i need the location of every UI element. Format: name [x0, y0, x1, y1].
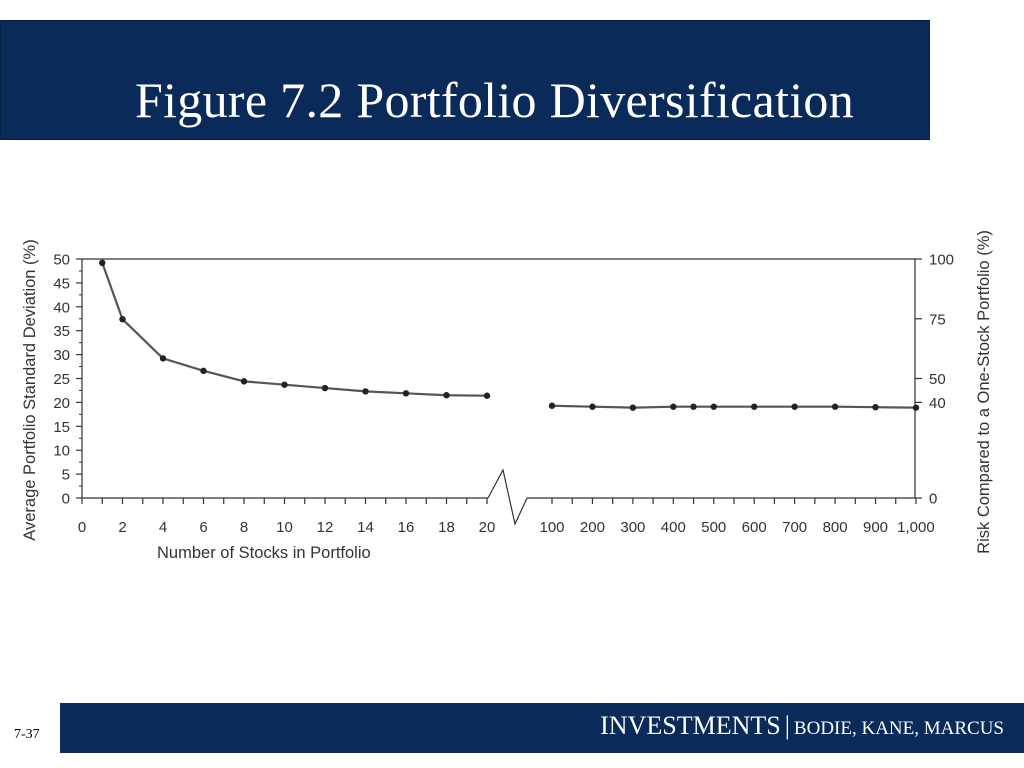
- title-banner: Figure 7.2 Portfolio Diversification: [0, 20, 930, 140]
- data-point: [281, 381, 288, 388]
- y-tick-label-left: 5: [62, 467, 70, 484]
- y-tick-label-left: 20: [53, 395, 70, 412]
- data-point: [483, 392, 491, 399]
- data-point: [831, 403, 839, 410]
- footer-citation: INVESTMENTS | BODIE, KANE, MARCUS: [600, 711, 1004, 741]
- x-tick-label-left: 14: [357, 519, 374, 536]
- data-point: [443, 392, 450, 399]
- y-axis-label-left: Average Portfolio Standard Deviation (%): [21, 239, 39, 540]
- x-tick-label-left: 8: [240, 519, 248, 536]
- data-point: [159, 355, 167, 362]
- data-point: [589, 403, 596, 410]
- data-point: [119, 316, 126, 323]
- x-tick-label-left: 18: [438, 519, 455, 536]
- x-tick-label-right: 300: [620, 519, 645, 536]
- y-tick-label-left: 35: [53, 323, 70, 340]
- x-tick-label-left: 20: [479, 519, 496, 536]
- x-tick-label-right: 200: [580, 519, 605, 536]
- y-tick-label-right: 40: [929, 395, 946, 412]
- x-tick-label-left: 12: [317, 519, 334, 536]
- data-point: [321, 384, 329, 392]
- x-tick-label-left: 2: [118, 519, 126, 536]
- data-point: [670, 403, 677, 410]
- x-axis-break-mark: [487, 468, 528, 526]
- y-tick-label-left: 25: [53, 371, 70, 388]
- x-tick-label-right: 1,000: [897, 519, 935, 536]
- x-tick-label-right: 800: [823, 519, 848, 536]
- data-point: [362, 388, 369, 395]
- footer-separator: |: [784, 711, 790, 740]
- y-tick-label-left: 50: [53, 252, 70, 269]
- data-point: [872, 403, 879, 411]
- x-tick-label-right: 600: [742, 519, 767, 536]
- y-tick-label-left: 40: [53, 299, 70, 316]
- data-point: [629, 404, 637, 411]
- slide-title: Figure 7.2 Portfolio Diversification: [135, 72, 855, 128]
- x-tick-label-left: 4: [159, 519, 167, 536]
- footer-banner: INVESTMENTS | BODIE, KANE, MARCUS: [60, 703, 1024, 753]
- x-tick-label-right: 100: [539, 519, 564, 536]
- data-point: [200, 367, 207, 375]
- x-axis-label: Number of Stocks in Portfolio: [157, 544, 371, 562]
- y-tick-label-left: 0: [62, 491, 70, 508]
- y-tick-label-left: 15: [53, 419, 70, 436]
- page-number: 7-37: [14, 727, 40, 742]
- data-point: [710, 403, 717, 410]
- y-tick-label-right: 0: [929, 491, 937, 508]
- footer-authors: BODIE, KANE, MARCUS: [793, 718, 1004, 739]
- y-axis-label-right: Risk Compared to a One-Stock Portfolio (…: [975, 230, 993, 554]
- x-tick-label-right: 500: [701, 519, 726, 536]
- x-tick-label-right: 700: [782, 519, 807, 536]
- data-point: [912, 404, 920, 411]
- y-tick-label-left: 10: [53, 443, 70, 460]
- series-line-right: [551, 404, 916, 409]
- x-tick-label-right: 900: [863, 519, 888, 536]
- y-tick-label-left: 30: [53, 347, 70, 364]
- data-point: [402, 390, 410, 397]
- x-tick-label-left: 6: [199, 519, 207, 536]
- y-tick-label-right: 100: [929, 252, 954, 269]
- data-point: [791, 403, 798, 410]
- data-point: [99, 259, 106, 267]
- series-line-left: [101, 262, 488, 397]
- x-tick-label-right: 400: [661, 519, 686, 536]
- x-tick-label-left: 0: [78, 519, 86, 536]
- footer-book-title: INVESTMENTS: [600, 711, 781, 740]
- y-tick-label-right: 50: [929, 371, 946, 388]
- y-tick-label-right: 75: [929, 311, 946, 328]
- data-point: [548, 402, 556, 409]
- x-tick-label-left: 10: [276, 519, 293, 536]
- data-point: [240, 378, 248, 385]
- y-tick-label-left: 45: [53, 275, 70, 292]
- data-point: [751, 403, 758, 410]
- data-point: [690, 403, 697, 410]
- x-tick-label-left: 16: [398, 519, 415, 536]
